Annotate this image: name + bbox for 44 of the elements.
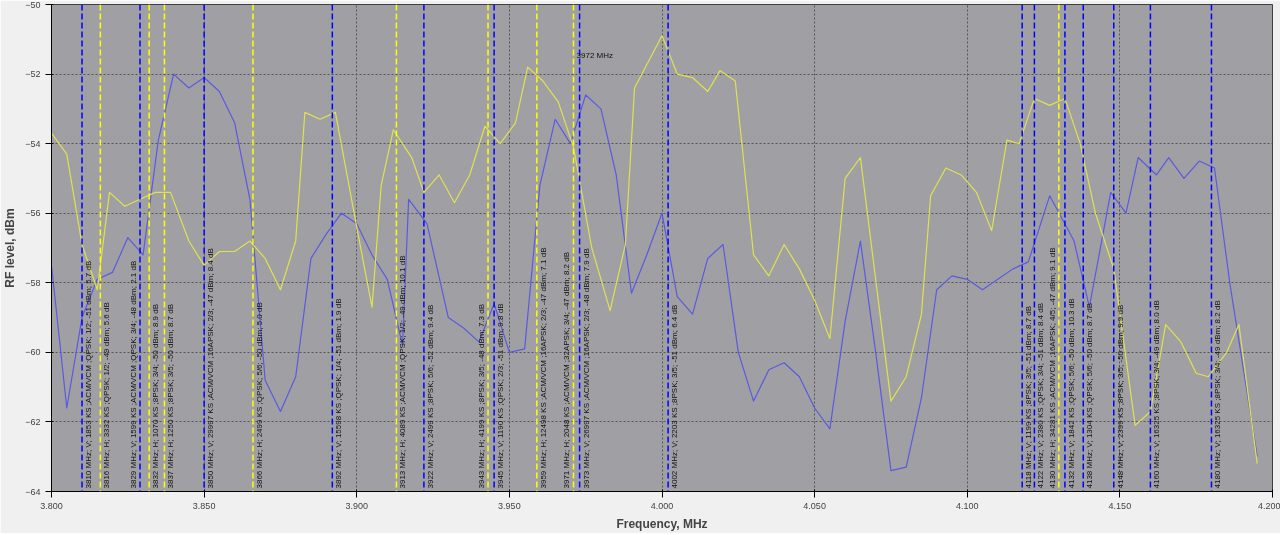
x-tick-label: 3.950 [498,500,521,511]
ref-line-label: 3943 MHz; H; 4199 KS ;8PSK; 3/5; -48 dBm; 7.3 dB [477,303,487,489]
ref-line-label: 3971 MHz; H; 2048 KS ;ACM/VCM ;32APSK; 3/4; -47 dBm; 8.2 dB [562,251,572,489]
ref-line-label: 4148 MHz; V; 2399 KS ;8PSK; 3/5; -50 dBm; 9.9 dB [1115,304,1125,489]
ref-line-label: 3850 MHz; V; 29997 KS ;ACM/VCM ;16APSK; 2/3; -47 dBm; 8.4 dB [206,248,216,489]
ref-line-label: 3973 MHz; V; 26997 KS ;ACM/VCM ;16APSK; 2/3; -48 dBm; 7.9 dB [581,248,591,489]
ref-line-label: 3892 MHz; V; 15598 KS ;QPSK; 1/4; -51 dBm; 1.9 dB [334,298,344,489]
ref-line-label: 4160 MHz; V; 16325 KS ;8PSK; 3/4; -49 dBm; 8.0 dB [1152,300,1162,489]
ref-line-label: 3913 MHz; H; 4089 KS ;ACM/VCM ;QPSK; 1/2; -49 dBm; 10.1 dB [398,255,408,489]
y-tick-label: −50 [25,0,41,10]
ref-line-label: 3866 MHz; H; 2499 KS ;QPSK; 5/6; -50 dBm; 5.0 dB [254,302,264,489]
annotation: 3972 MHz [576,51,613,61]
ref-line-label: 3922 MHz; V; 2499 KS ;8PSK; 5/6; -52 dBm; 9.4 dB [425,304,435,489]
ref-line-label: 4002 MHz; V; 2203 KS ;8PSK; 3/5; -51 dBm; 6.4 dB [670,304,680,489]
y-tick-label: −56 [25,208,41,219]
ref-line-label: 3945 MHz; V; 1190 KS ;QPSK; 2/3; -51 dBm; 9.8 dB [496,303,506,489]
ref-line-label: 3959 MHz; H; 12498 KS ;ACM/VCM ;16APSK; 2/3; -47 dBm; 7.1 dB [538,247,548,489]
x-tick-label: 3.850 [192,500,216,511]
ref-line-label: 4130 MHz; H; 34281 KS ;ACM/VCM ;16APSK; 4/5; -47 dBm; 9.1 dB [1047,247,1057,489]
y-tick-label: −62 [25,416,41,427]
ref-line-label: 3832 MHz; H; 1070 KS ;8PSK; 3/4; -50 dBm; 8.9 dB [151,303,161,489]
x-tick-label: 4.000 [650,500,674,511]
ref-line-label: 4180 MHz; V; 16325 KS ;8PSK; 3/4; -49 dBm; 8.2 dB [1213,300,1223,489]
x-tick-label: 4.200 [1257,500,1280,511]
x-tick-label: 4.150 [1108,500,1132,511]
y-tick-label: −52 [25,69,41,80]
y-tick-label: −58 [25,277,41,288]
x-axis-title: Frequency, MHz [616,516,708,531]
y-axis-title: RF level, dBm [3,208,18,288]
x-tick-label: 3.900 [345,500,369,511]
ref-line-label: 4132 MHz; V; 1842 KS ;QPSK; 5/6; -50 dBm; 10.3 dB [1066,298,1076,489]
ref-line-label: 3837 MHz; H; 1250 KS ;8PSK; 3/5; -50 dBm; 8.7 dB [166,303,176,489]
ref-line-label: 3816 MHz; H; 3332 KS ;QPSK; 1/2; -49 dBm; 5.6 dB [102,302,112,489]
x-tick-label: 4.100 [955,500,979,511]
ref-line-label: 3829 MHz; V; 1599 KS ;ACM/VCM ;QPSK; 3/4; -48 dBm; 2.1 dB [129,260,139,489]
y-tick-label: −54 [25,138,41,149]
ref-line-label: 4122 MHz; V; 2380 KS ;QPSK; 3/4; -51 dBm; 8.4 dB [1036,302,1046,489]
y-tick-label: −64 [25,486,41,497]
ref-line-label: 4138 MHz; V; 1304 KS ;QPSK; 5/6; -50 dBm; 8.7 dB [1085,302,1095,489]
x-tick-label: 4.050 [803,500,826,511]
ref-line-label: 3810 MHz; V; 1853 KS ;ACM/VCM ;QPSK; 1/2; -51 dBm; 5.7 dB [84,260,94,489]
x-tick-label: 3.800 [40,500,63,511]
y-tick-label: −60 [25,347,41,358]
ref-line-label: 4118 MHz; V; 1199 KS ;8PSK; 3/5; -51 dBm; 8.7 dB [1024,305,1034,489]
